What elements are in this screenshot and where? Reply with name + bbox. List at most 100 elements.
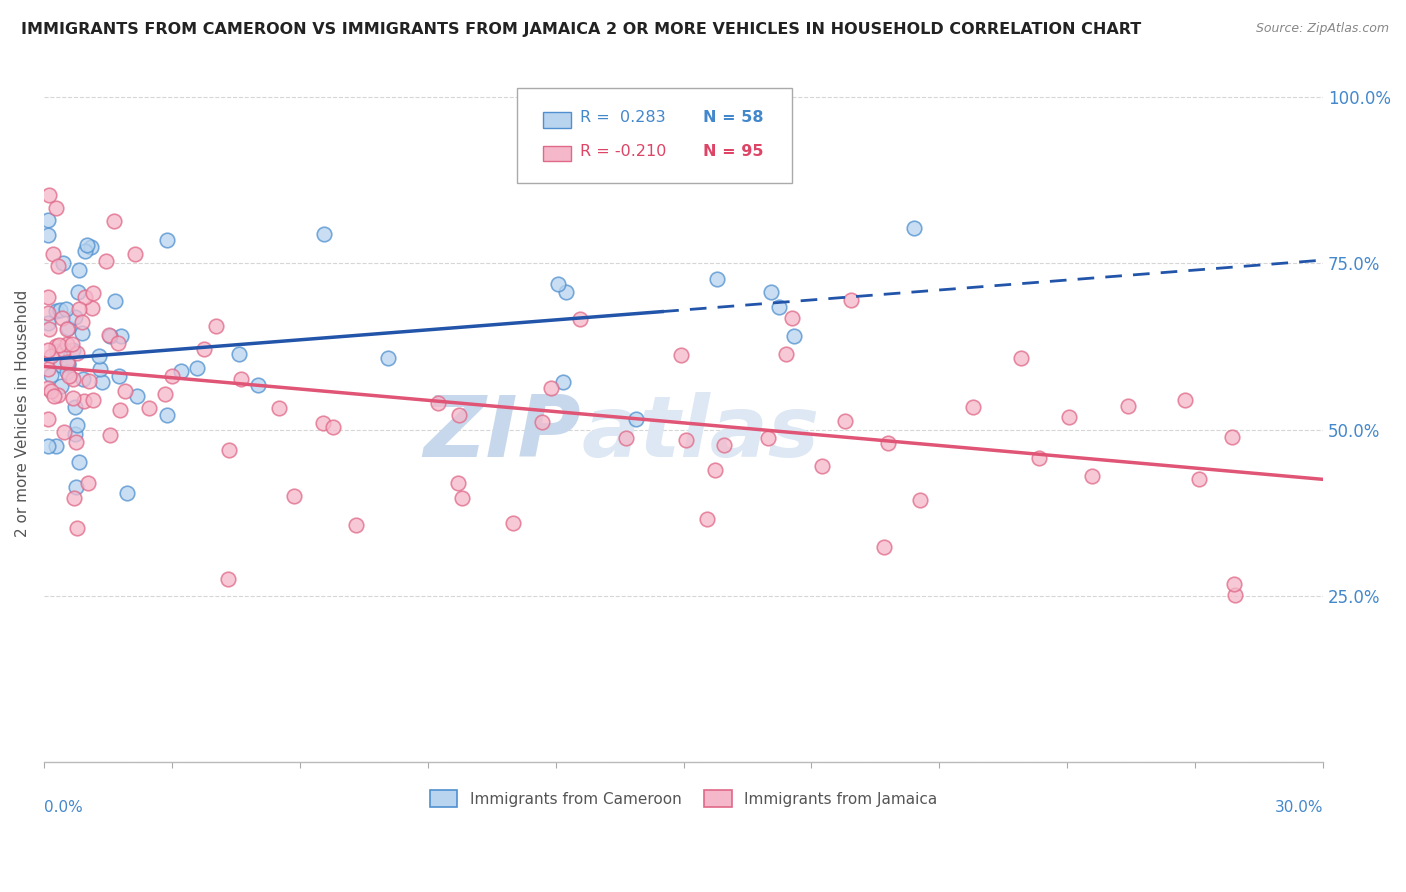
Point (283, 489, 305, 503)
Point (247, 377, 270, 392)
Point (156, 408, 179, 422)
Point (624, 412, 647, 426)
Point (1010, 351, 1032, 365)
Point (569, 312, 592, 326)
Point (56, 355, 79, 369)
Point (775, 347, 797, 361)
Point (107, 336, 129, 351)
Point (540, 381, 562, 395)
Point (1059, 410, 1081, 425)
Point (872, 540, 894, 554)
Point (155, 233, 177, 247)
Point (65, 480, 87, 494)
Point (108, 402, 131, 417)
Point (76, 237, 98, 252)
Point (89, 362, 111, 376)
Point (768, 300, 790, 314)
Point (1116, 399, 1139, 413)
Point (138, 401, 160, 415)
Point (66, 346, 89, 360)
Point (669, 349, 692, 363)
Point (39, 368, 62, 382)
Text: 0.0%: 0.0% (44, 800, 83, 815)
Point (62, 372, 84, 386)
Point (834, 414, 856, 428)
Point (52, 256, 75, 270)
Legend: Immigrants from Cameroon, Immigrants from Jamaica: Immigrants from Cameroon, Immigrants fro… (423, 783, 943, 814)
Point (37, 439, 59, 453)
Point (193, 342, 215, 356)
Point (77, 476, 100, 491)
Point (42, 247, 65, 261)
Point (312, 227, 335, 241)
Bar (543, 145, 571, 161)
Point (675, 433, 697, 447)
Point (217, 572, 239, 586)
Point (614, 431, 637, 445)
Point (115, 485, 138, 500)
Point (73, 394, 96, 409)
Point (46, 388, 69, 402)
Point (45, 339, 67, 353)
Y-axis label: 2 or more Vehicles in Household: 2 or more Vehicles in Household (15, 289, 30, 537)
Point (1188, 472, 1211, 486)
Point (1220, 430, 1243, 444)
Point (45, 439, 67, 453)
Point (45, 304, 67, 318)
Point (170, 364, 193, 378)
Text: N = 58: N = 58 (703, 111, 763, 125)
Point (125, 389, 148, 403)
Point (1223, 577, 1246, 591)
Point (67, 301, 90, 316)
Point (704, 462, 727, 476)
Point (58, 358, 80, 372)
Point (37, 316, 59, 330)
Point (79, 375, 101, 389)
Point (706, 271, 728, 285)
Point (104, 293, 127, 308)
Point (63, 427, 86, 442)
Point (48, 337, 70, 351)
Point (877, 436, 900, 450)
Point (37, 381, 59, 395)
Point (91, 375, 114, 389)
Point (45, 201, 67, 215)
Point (377, 351, 399, 365)
Point (903, 221, 925, 235)
Point (502, 516, 524, 530)
Point (70, 326, 93, 340)
Point (55, 301, 77, 316)
Point (810, 458, 832, 473)
Point (56, 337, 79, 351)
Text: Source: ZipAtlas.com: Source: ZipAtlas.com (1256, 22, 1389, 36)
Point (38, 187, 60, 202)
Point (37, 212, 59, 227)
Point (82, 301, 104, 315)
Point (62, 491, 84, 505)
Point (186, 361, 208, 376)
Point (229, 371, 252, 385)
Text: R =  0.283: R = 0.283 (579, 111, 665, 125)
Point (55, 322, 77, 336)
Point (98, 328, 121, 343)
Point (839, 293, 862, 308)
Point (63, 310, 86, 325)
Point (107, 368, 129, 383)
Point (42, 389, 65, 403)
Point (780, 310, 803, 325)
Point (426, 396, 449, 410)
Point (37, 290, 59, 304)
Point (124, 247, 146, 261)
Point (37, 306, 59, 320)
Point (56, 356, 79, 370)
Point (1174, 392, 1197, 407)
Point (87, 350, 110, 364)
Point (82, 393, 104, 408)
Point (65, 400, 87, 414)
Point (267, 401, 290, 415)
Point (218, 443, 240, 458)
Point (56, 365, 79, 379)
Point (62, 391, 84, 405)
Point (205, 318, 228, 333)
Point (37, 362, 59, 376)
